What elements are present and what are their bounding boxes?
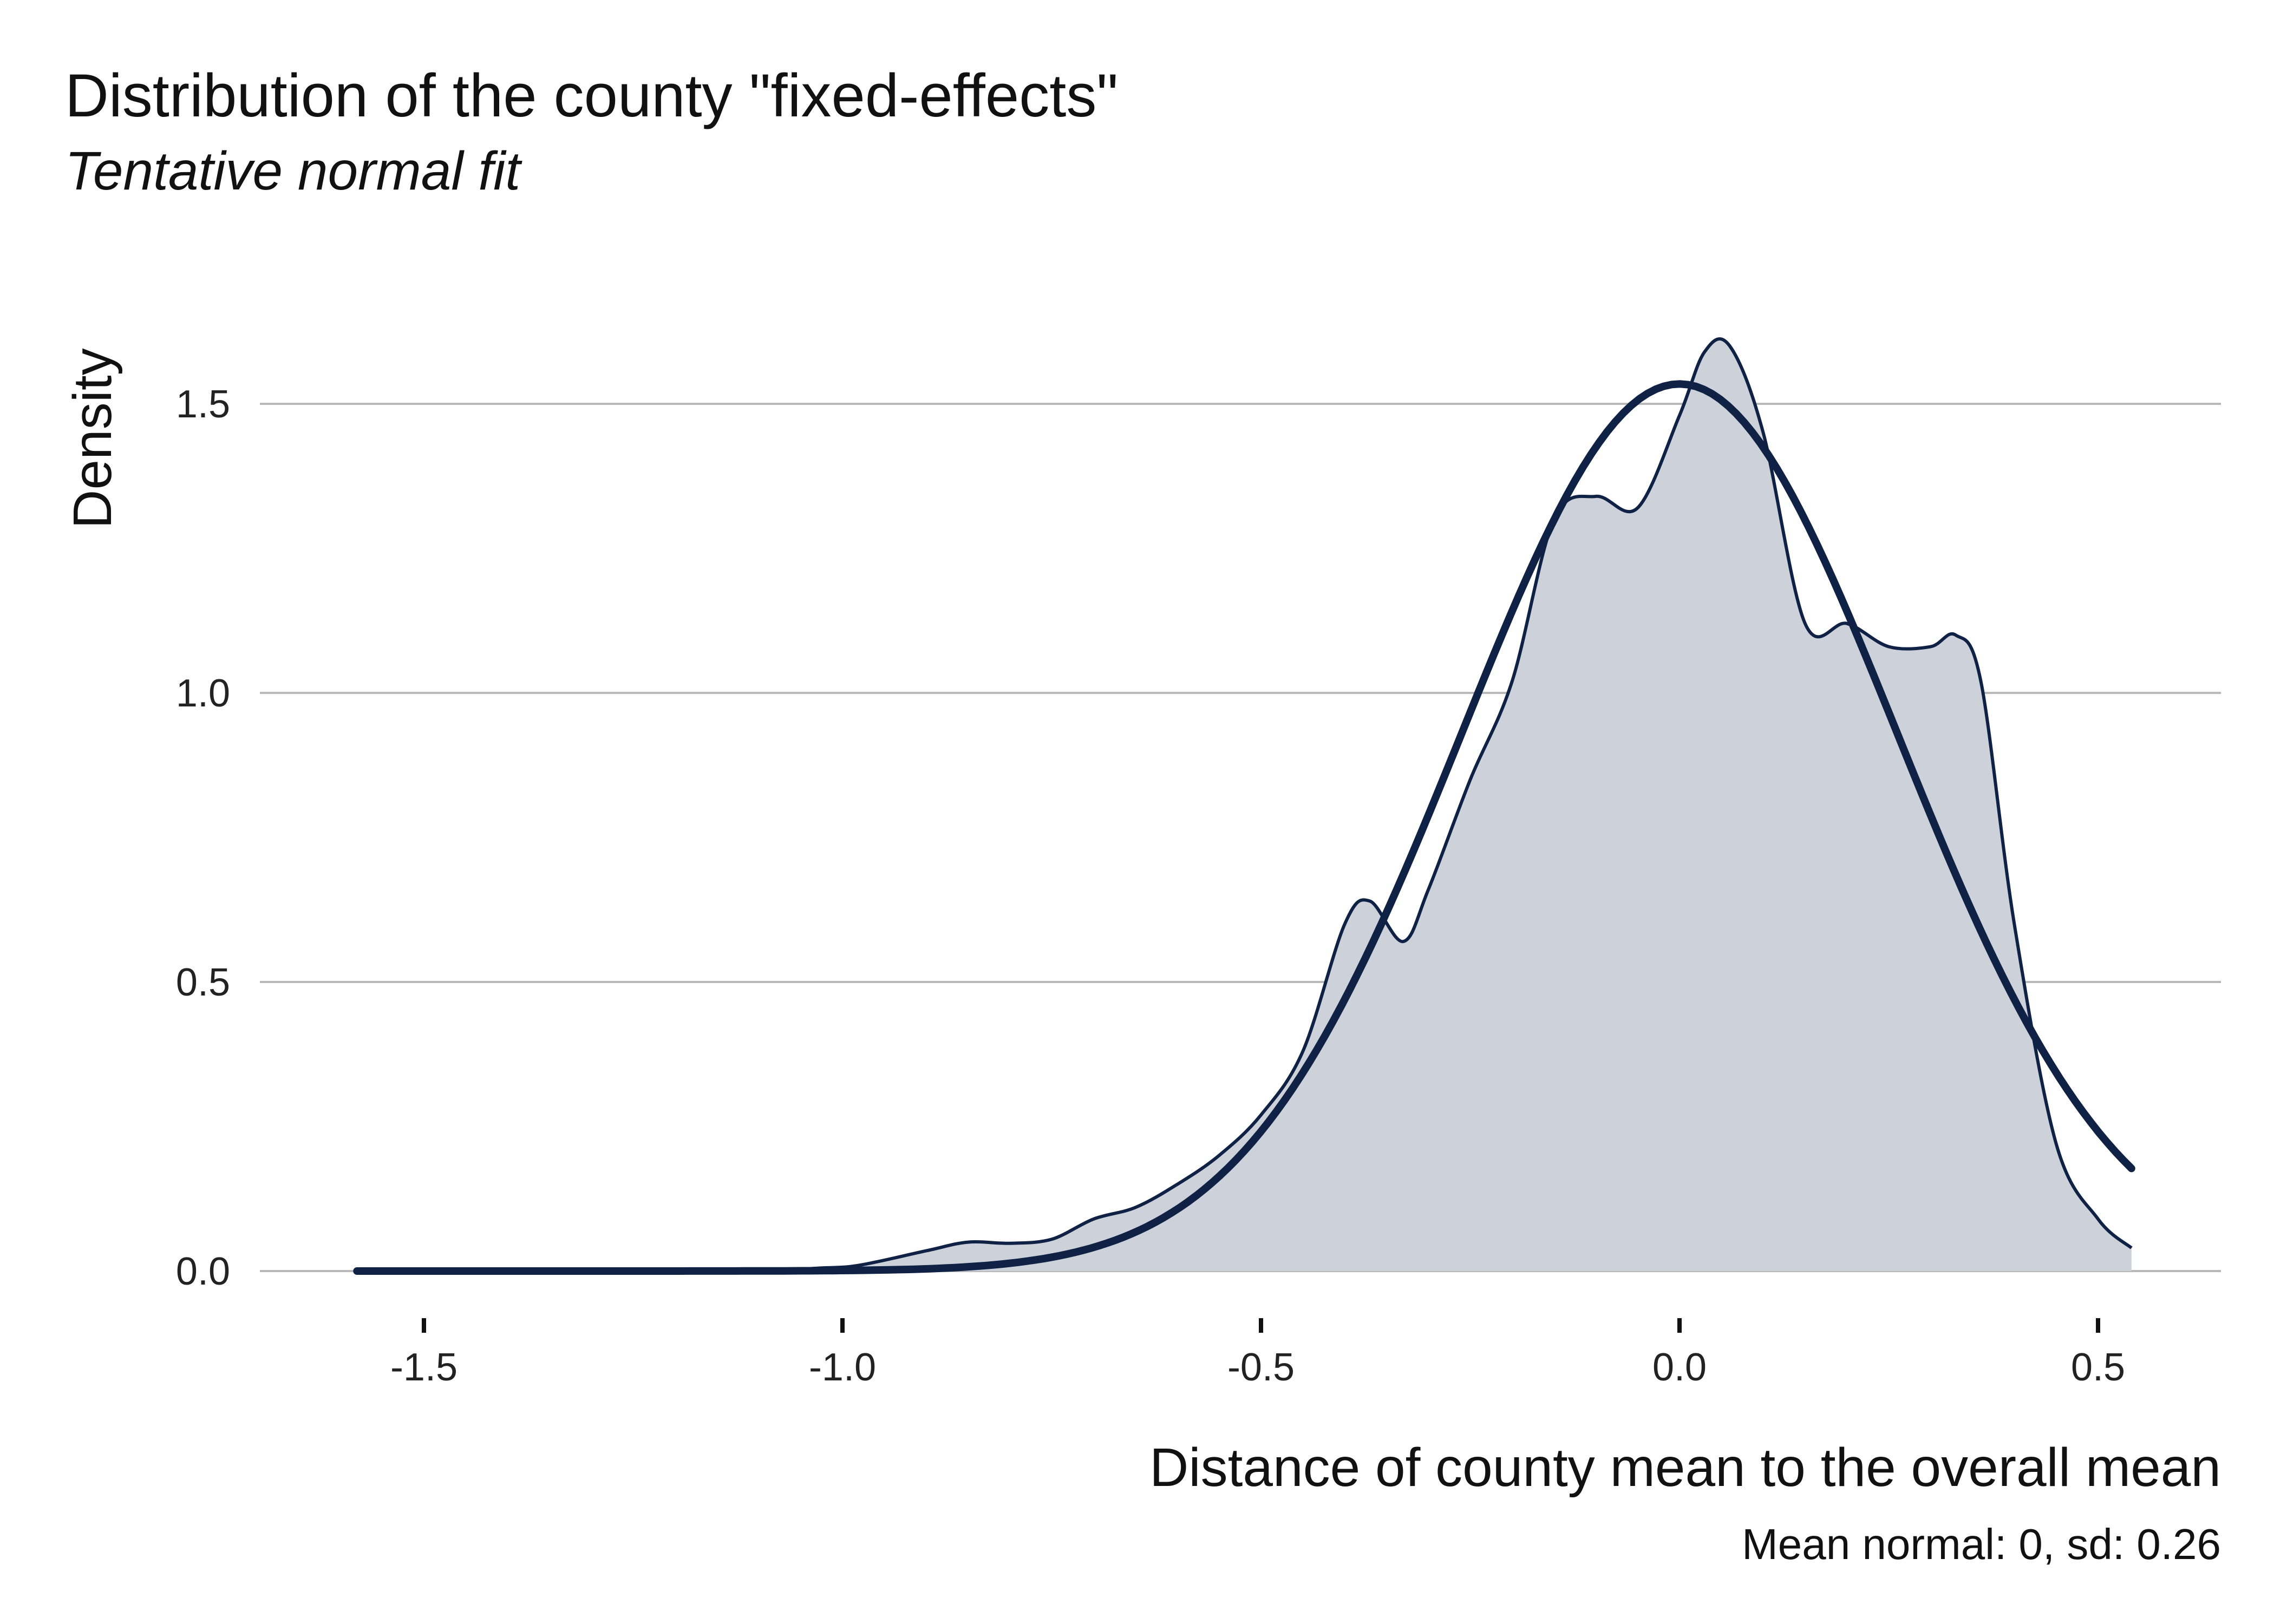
y-tick-label: 1.0	[176, 672, 230, 715]
normal-fit-line	[353, 380, 2135, 1275]
x-tick-label: -1.0	[809, 1346, 876, 1389]
y-tick-label: 0.5	[176, 961, 230, 1004]
x-tick-label: -1.5	[390, 1346, 458, 1389]
x-tick-label: -0.5	[1227, 1346, 1295, 1389]
density-line	[357, 337, 2133, 1273]
density-area	[357, 339, 2132, 1272]
x-axis-ticks: -1.5 -1.0 -0.5 0.0 0.5	[390, 1318, 2125, 1389]
y-axis-ticks: 0.0 0.5 1.0 1.5	[176, 383, 230, 1293]
x-tick-label: 0.0	[1652, 1346, 1707, 1389]
y-axis-title: Density	[62, 348, 123, 528]
y-tick-label: 1.5	[176, 383, 230, 426]
x-tick-label: 0.5	[2071, 1346, 2125, 1389]
chart-title: Distribution of the county "fixed-effect…	[65, 62, 1118, 129]
chart-caption: Mean normal: 0, sd: 0.26	[1742, 1520, 2221, 1568]
chart-subtitle: Tentative normal fit	[65, 141, 522, 201]
x-axis-title: Distance of county mean to the overall m…	[1149, 1437, 2221, 1498]
y-tick-label: 0.0	[176, 1250, 230, 1293]
